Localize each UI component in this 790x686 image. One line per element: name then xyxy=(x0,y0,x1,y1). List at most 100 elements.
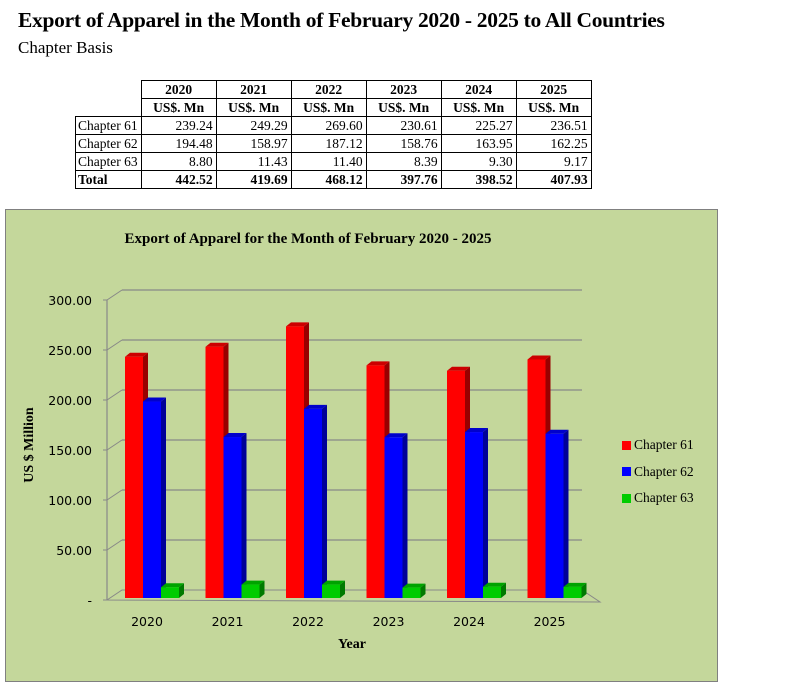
bar-side xyxy=(501,582,506,598)
bar-chapter-61 xyxy=(366,365,385,598)
legend-swatch-chapter-63 xyxy=(622,493,631,503)
bar-top xyxy=(304,404,327,409)
cell: 239.24 xyxy=(140,116,217,135)
bar-chapter-63 xyxy=(563,586,582,598)
bar-top xyxy=(465,428,488,433)
table-row: Chapter 62 194.48 158.97 187.12 158.76 1… xyxy=(75,134,592,153)
x-tick-label: 2022 xyxy=(292,614,324,629)
legend-swatch-chapter-61 xyxy=(622,440,631,450)
gridline-depth xyxy=(106,539,123,551)
legend-label: Chapter 61 xyxy=(634,437,694,453)
total-cell: 442.52 xyxy=(140,170,217,189)
bar-chapter-63 xyxy=(241,584,260,598)
cell: 8.80 xyxy=(140,152,217,171)
gridline-depth xyxy=(106,439,123,451)
bar-side xyxy=(402,433,408,598)
bar-chapter-61 xyxy=(205,346,224,598)
chart-title: Export of Apparel for the Month of Febru… xyxy=(125,231,492,247)
bar-top xyxy=(125,352,148,357)
unit-header: US$. Mn xyxy=(140,98,217,117)
chart-area xyxy=(5,209,718,682)
y-tick-label: 150.00 xyxy=(48,443,92,458)
bar-top xyxy=(205,342,229,347)
table-row: Chapter 63 8.80 11.43 11.40 8.39 9.30 9.… xyxy=(75,152,592,171)
year-header: 2024 xyxy=(440,80,517,99)
bar-side xyxy=(241,433,247,598)
bar-chapter-63 xyxy=(402,587,421,598)
total-cell: 468.12 xyxy=(290,170,367,189)
y-tick-label: 100.00 xyxy=(48,493,92,508)
bar-top xyxy=(402,583,426,588)
bar-chapter-62 xyxy=(143,401,161,598)
cell: 11.43 xyxy=(215,152,292,171)
page-title: Export of Apparel in the Month of Februa… xyxy=(18,8,665,32)
total-cell: 419.69 xyxy=(215,170,292,189)
x-tick-label: 2024 xyxy=(453,614,485,629)
bar-chapter-62 xyxy=(223,437,242,598)
year-header: 2020 xyxy=(140,80,217,99)
y-tick-label: - xyxy=(87,593,92,608)
unit-header: US$. Mn xyxy=(215,98,292,117)
total-cell: 407.93 xyxy=(515,170,592,189)
cell: 158.76 xyxy=(365,134,442,153)
bar-chapter-63 xyxy=(161,587,179,598)
page-subtitle: Chapter Basis xyxy=(18,38,113,57)
y-tick-label: 50.00 xyxy=(56,543,92,558)
x-tick-label: 2020 xyxy=(131,614,163,629)
bar-side xyxy=(259,580,265,598)
bar-top xyxy=(384,433,408,438)
bar-side xyxy=(161,397,166,598)
unit-header: US$. Mn xyxy=(440,98,517,117)
gridline-depth xyxy=(106,389,123,401)
legend-item: Chapter 61 xyxy=(622,432,694,459)
bar-chapter-61 xyxy=(125,356,143,598)
legend-item: Chapter 63 xyxy=(622,485,694,512)
y-tick-label: 200.00 xyxy=(48,393,92,408)
bar-top xyxy=(241,580,265,585)
cell: 8.39 xyxy=(365,152,442,171)
legend-label: Chapter 62 xyxy=(634,463,694,479)
bar-chapter-61 xyxy=(527,359,546,598)
bar-top xyxy=(563,582,587,587)
bar-top xyxy=(223,433,247,438)
export-table: 2020 2021 2022 2023 2024 2025 US$. Mn US… xyxy=(75,80,592,189)
bar-side xyxy=(322,404,327,598)
bar-side xyxy=(179,583,184,598)
bar-side xyxy=(581,582,587,598)
bar-top xyxy=(545,429,569,434)
bar-chapter-61 xyxy=(447,370,465,598)
cell: 11.40 xyxy=(290,152,367,171)
bar-top xyxy=(161,583,184,588)
gridline-depth xyxy=(106,489,123,501)
bar-chapter-62 xyxy=(304,408,322,598)
bar-top xyxy=(366,361,390,366)
bar-top xyxy=(143,397,166,402)
x-tick-label: 2023 xyxy=(373,614,405,629)
unit-header: US$. Mn xyxy=(365,98,442,117)
cell: 194.48 xyxy=(140,134,217,153)
x-axis-title: Year xyxy=(338,637,366,652)
y-tick-label: 250.00 xyxy=(48,343,92,358)
gridline-depth xyxy=(106,289,123,301)
bar-top xyxy=(527,355,551,360)
bar-side xyxy=(483,428,488,598)
bar-side xyxy=(340,580,345,598)
x-tick-label: 2021 xyxy=(212,614,244,629)
bar-chapter-61 xyxy=(286,326,304,598)
bar-chapter-63 xyxy=(322,584,340,598)
bar-top xyxy=(447,366,470,371)
row-label: Chapter 63 xyxy=(75,152,142,171)
bar-top xyxy=(322,580,345,585)
chart-legend: Chapter 61 Chapter 62 Chapter 63 xyxy=(622,432,694,512)
bar-chapter-62 xyxy=(545,433,564,598)
legend-item: Chapter 62 xyxy=(622,459,694,486)
row-label: Total xyxy=(75,170,142,189)
legend-label: Chapter 63 xyxy=(634,490,694,506)
bar-chapter-62 xyxy=(465,432,483,598)
cell: 225.27 xyxy=(440,116,517,135)
total-cell: 398.52 xyxy=(440,170,517,189)
bar-side xyxy=(420,583,426,598)
gridline-depth xyxy=(106,339,123,351)
bar-top xyxy=(286,322,309,327)
